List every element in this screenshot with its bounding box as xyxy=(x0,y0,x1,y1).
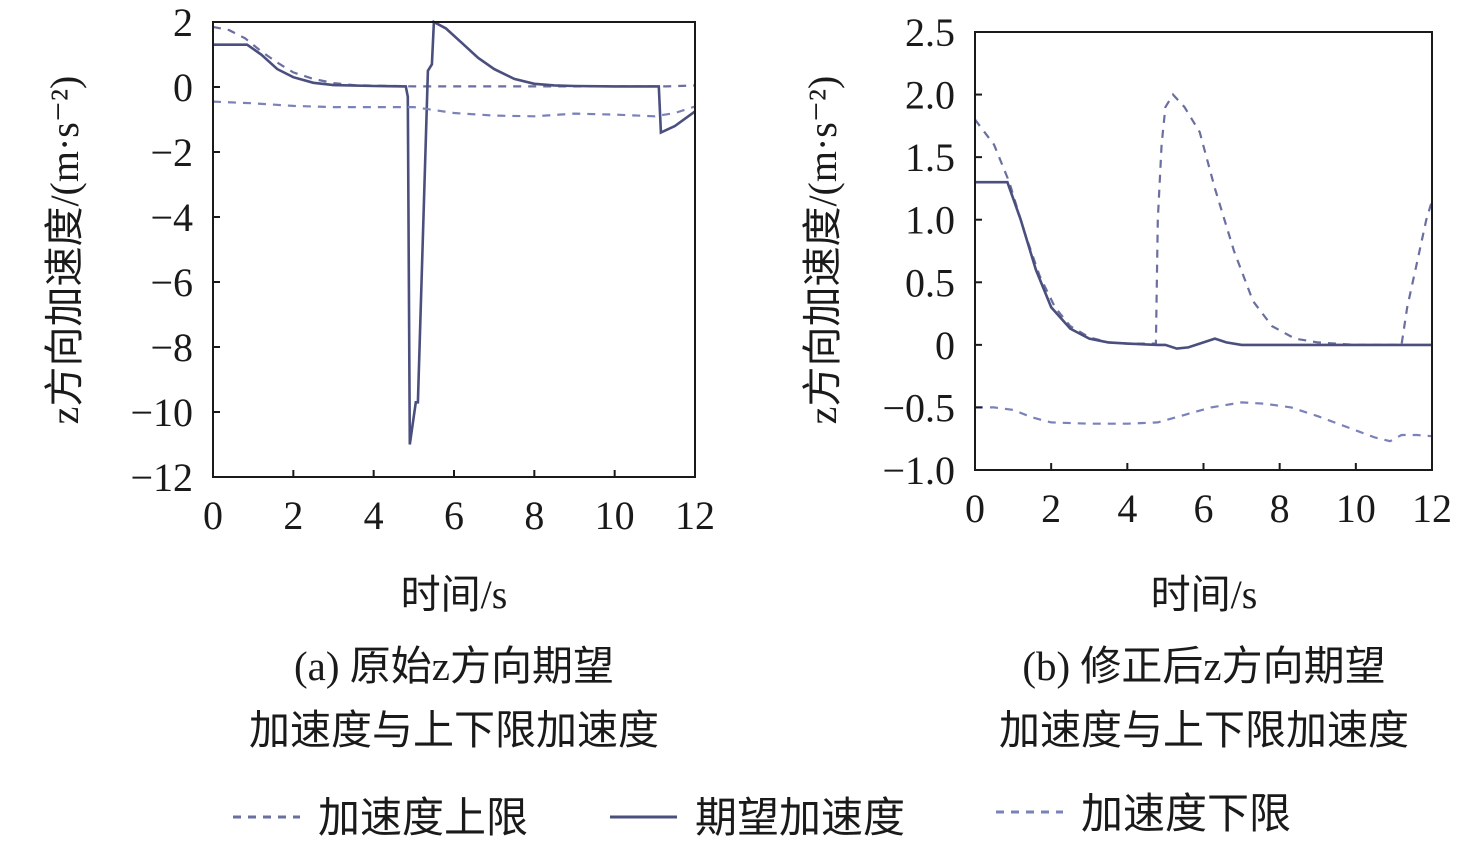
panel-b-xtick-label: 2 xyxy=(1041,486,1061,531)
panel-a-ytick-label: −4 xyxy=(150,195,193,240)
legend: 加速度上限 期望加速度 加速度下限 xyxy=(233,792,1291,842)
panel-a-xtick-label: 4 xyxy=(364,493,384,538)
panel-a-ytick-label: −12 xyxy=(130,455,193,500)
panel-b-ylabel: z方向加速度/(m·s⁻²) xyxy=(800,76,845,425)
panel-a-ytick-label: 2 xyxy=(173,0,193,45)
panel-a-xtick-label: 2 xyxy=(283,493,303,538)
panel-a-series-lower xyxy=(212,100,696,118)
panel-a-ytick-label: −8 xyxy=(150,325,193,370)
panel-a-ytick-label: 0 xyxy=(173,65,193,110)
legend-label-upper: 加速度上限 xyxy=(318,796,528,842)
panel-a-xtick-label: 10 xyxy=(595,493,635,538)
panel-a-ylabel: z方向加速度/(m·s⁻²) xyxy=(42,76,87,425)
panel-b-lines xyxy=(974,92,1434,443)
panel-b-ytick-label: 0.5 xyxy=(905,260,955,305)
panel-b-series-lower xyxy=(975,401,1433,443)
panel-b: 2.52.01.51.00.50−0.5−1.00 2 4 6 8 10 12 时间/s z… xyxy=(800,10,1452,753)
panel-a-xlabel: 时间/s xyxy=(401,572,508,617)
panel-b-xlabel: 时间/s xyxy=(1151,572,1258,617)
panel-a-xtick-label: 8 xyxy=(524,493,544,538)
panel-b-xtick-label: 8 xyxy=(1270,486,1290,531)
panel-b-ytick-label: 1.0 xyxy=(905,198,955,243)
panel-b-xtick-label: 4 xyxy=(1117,486,1137,531)
panel-a-caption-line1: (a) 原始z方向期望 xyxy=(294,643,614,689)
panel-b-ytick-label: −1.0 xyxy=(882,448,955,493)
panel-b-frame xyxy=(974,31,1433,471)
panel-a-caption-line2: 加速度与上下限加速度 xyxy=(249,707,659,753)
panel-a-xtick-label: 0 xyxy=(203,493,223,538)
panel-b-xtick-label: 12 xyxy=(1412,486,1452,531)
panel-a-ticks: 20−2−4−6−8−10−120 2 4 6 8 10 12 xyxy=(130,0,715,538)
panel-b-xtick-label: 0 xyxy=(965,486,985,531)
panel-b-ytick-label: −0.5 xyxy=(882,385,955,430)
panel-b-ytick-label: 0 xyxy=(935,323,955,368)
panel-b-caption-line1: (b) 修正后z方向期望 xyxy=(1022,643,1385,689)
panel-b-series-upper xyxy=(974,92,1434,346)
legend-label-desired: 期望加速度 xyxy=(695,796,905,842)
panel-b-ytick-label: 1.5 xyxy=(905,135,955,180)
panel-a: 20−2−4−6−8−10−120 2 4 6 8 10 12 时间/s z方向加速度/(m… xyxy=(42,0,715,753)
legend-label-lower: 加速度下限 xyxy=(1081,792,1291,838)
panel-b-series-desired xyxy=(975,180,1432,350)
panel-a-ytick-label: −10 xyxy=(130,390,193,435)
panel-a-xtick-label: 12 xyxy=(675,493,715,538)
panel-a-ytick-label: −6 xyxy=(150,260,193,305)
panel-b-ytick-label: 2.0 xyxy=(905,73,955,118)
panel-a-lines xyxy=(212,19,696,445)
panel-a-xtick-label: 6 xyxy=(444,493,464,538)
panel-a-series-desired xyxy=(213,19,696,445)
panel-a-ytick-label: −2 xyxy=(150,130,193,175)
panel-b-ticks: 2.52.01.51.00.50−0.5−1.00 2 4 6 8 10 12 xyxy=(882,10,1452,531)
panel-a-frame xyxy=(212,21,696,478)
panel-b-xtick-label: 6 xyxy=(1194,486,1214,531)
panel-b-xtick-label: 10 xyxy=(1336,486,1376,531)
panel-b-ytick-label: 2.5 xyxy=(905,10,955,55)
panel-b-caption-line2: 加速度与上下限加速度 xyxy=(999,707,1409,753)
